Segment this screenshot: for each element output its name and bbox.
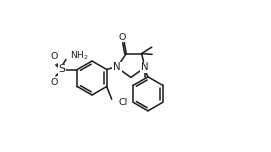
Text: NH$_2$: NH$_2$ bbox=[70, 49, 89, 62]
Text: Cl: Cl bbox=[119, 98, 128, 107]
Text: N: N bbox=[113, 62, 121, 73]
Text: O: O bbox=[50, 78, 58, 87]
Text: S: S bbox=[59, 64, 66, 74]
Text: O: O bbox=[119, 33, 126, 42]
Text: O: O bbox=[50, 52, 58, 61]
Text: N: N bbox=[141, 62, 149, 73]
